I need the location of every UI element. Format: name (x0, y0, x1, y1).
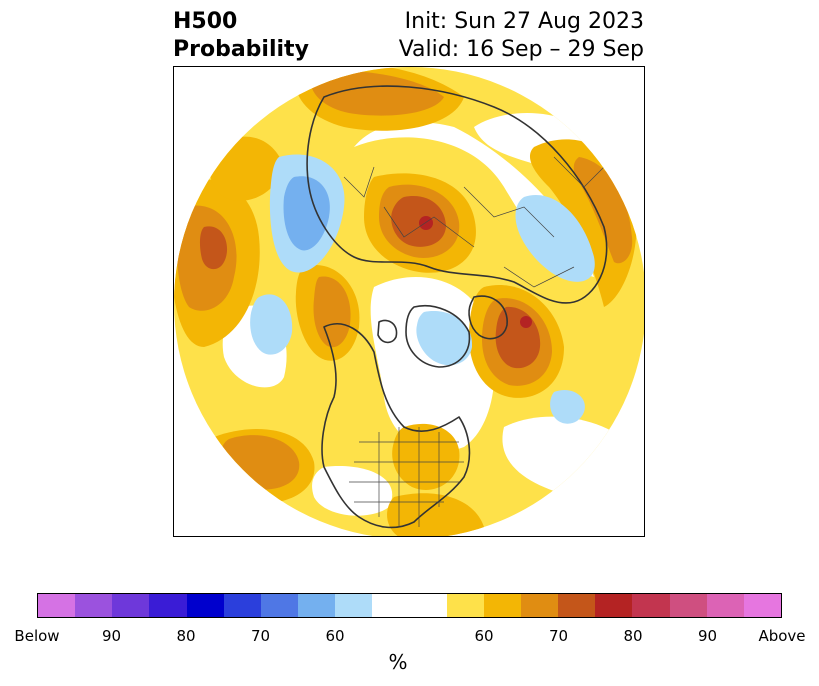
political-borders (343, 156, 605, 527)
colorbar-segment (75, 594, 113, 617)
title-right: Init: Sun 27 Aug 2023 Valid: 16 Sep – 29… (399, 8, 644, 64)
above-65-region (392, 423, 460, 490)
colorbar-segment (446, 594, 484, 617)
colorbar-segment (335, 594, 373, 617)
colorbar-segment (298, 594, 336, 617)
colorbar-tick-label: 90 (697, 627, 718, 645)
colorbar-segment (558, 594, 596, 617)
colorbar-segment (669, 594, 707, 617)
below-60-region (515, 195, 595, 282)
colorbar-segment (706, 594, 744, 617)
colorbar-segment (632, 594, 670, 617)
below-60-region (416, 311, 473, 366)
near-normal-region (312, 466, 393, 516)
north-america-coast (321, 323, 471, 529)
arctic-islands (377, 319, 398, 344)
probability-field (174, 67, 644, 536)
colorbar-segment (223, 594, 261, 617)
coastlines (306, 85, 608, 529)
below-65-region (283, 176, 330, 251)
above-80-core (419, 216, 433, 230)
title-product: Probability (173, 37, 309, 62)
colorbar-tick-label: 60 (325, 627, 345, 645)
colorbar-segment (521, 594, 559, 617)
above-75-region (391, 196, 446, 247)
colorbar-segment (112, 594, 150, 617)
above-70-region (310, 70, 444, 116)
colorbar-tick-label: Below (14, 627, 60, 645)
init-date: Init: Sun 27 Aug 2023 (404, 9, 644, 34)
colorbar-tick-label: 80 (623, 627, 643, 645)
greenland-coast (405, 305, 471, 368)
colorbar-tick-label: 60 (474, 627, 494, 645)
above-70-region (573, 157, 633, 264)
near-normal-region (370, 277, 495, 452)
colorbar-tick-label: Above (758, 627, 806, 645)
colorbar-segment (38, 594, 76, 617)
colorbar-segment (743, 594, 782, 617)
above-65-region (387, 493, 484, 536)
above-70-region (313, 276, 351, 348)
colorbar-segment (149, 594, 187, 617)
above-75-region (199, 226, 228, 270)
colorbar (37, 593, 782, 618)
colorbar-tick-label: 70 (548, 627, 569, 645)
unit-label: % (388, 650, 408, 674)
eurasia-coast (306, 85, 608, 304)
below-60-region (550, 389, 585, 424)
above-80-core (520, 316, 532, 328)
title-left: H500 Probability (173, 8, 309, 64)
colorbar-tick-label: 80 (176, 627, 196, 645)
below-60-region (250, 294, 293, 355)
map-frame (173, 66, 645, 537)
colorbar-segment (372, 594, 447, 617)
colorbar-tick-label: 70 (250, 627, 271, 645)
colorbar-segment (186, 594, 224, 617)
valid-period: Valid: 16 Sep – 29 Sep (398, 37, 644, 62)
polar-map (174, 67, 644, 536)
title-variable: H500 (173, 9, 238, 34)
colorbar-segment (483, 594, 522, 617)
alaska-coast (468, 295, 508, 340)
colorbar-segment (260, 594, 299, 617)
colorbar-segment (595, 594, 633, 617)
colorbar-tick-label: 90 (101, 627, 122, 645)
